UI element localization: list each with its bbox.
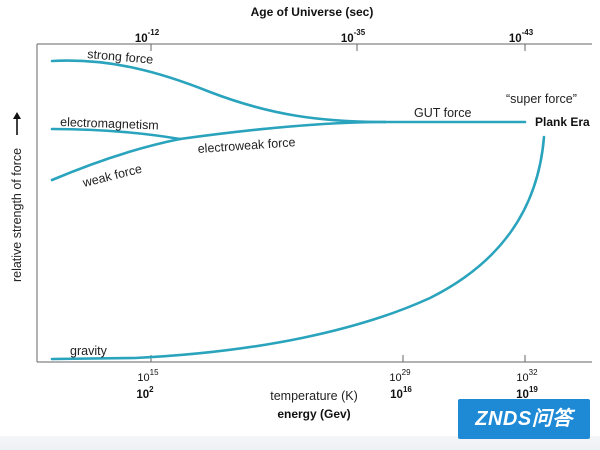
top-tick-label-2: 10-35 [341, 28, 366, 45]
top-tick-label-1: 10-12 [135, 28, 160, 45]
electromagnetism-curve [50, 127, 182, 141]
electromagnetism-label: electromagnetism [60, 115, 159, 132]
energy-axis-label: energy (Gev) [277, 407, 350, 421]
energy-tick-label-2: 1016 [390, 385, 412, 401]
strong-force-label: strong force [87, 47, 154, 67]
force-curves [50, 59, 546, 361]
gravity-label: gravity [70, 344, 108, 358]
energy-tick-label-1: 102 [136, 385, 154, 401]
y-axis-label-group: relative strength of force [10, 112, 24, 282]
temperature-tick-label-1: 1015 [137, 368, 159, 384]
electroweak-force-curve [178, 120, 387, 141]
top-tick-label-3: 10-43 [509, 28, 534, 45]
temperature-tick-label-2: 1029 [389, 368, 411, 384]
electroweak-force-label: electroweak force [197, 135, 296, 156]
gravity-curve [50, 135, 546, 361]
znds-watermark-logo: ZNDS问答 [458, 399, 590, 439]
energy-tick-label-3: 1019 [516, 385, 538, 401]
plank-era-label: Plank Era [535, 115, 590, 129]
gut-force-label: GUT force [414, 106, 471, 120]
y-axis-label: relative strength of force [10, 148, 24, 282]
weak-force-curve [50, 137, 182, 182]
temperature-axis-label: temperature (K) [270, 389, 358, 403]
axis-frame [36, 43, 592, 363]
strong-force-curve [50, 59, 387, 124]
arrow-up-icon [13, 112, 21, 135]
top-axis-title: Age of Universe (sec) [251, 5, 374, 19]
super-force-label: “super force” [506, 92, 577, 106]
temperature-tick-label-3: 1032 [516, 368, 538, 384]
bottom-fade-strip [0, 436, 600, 450]
